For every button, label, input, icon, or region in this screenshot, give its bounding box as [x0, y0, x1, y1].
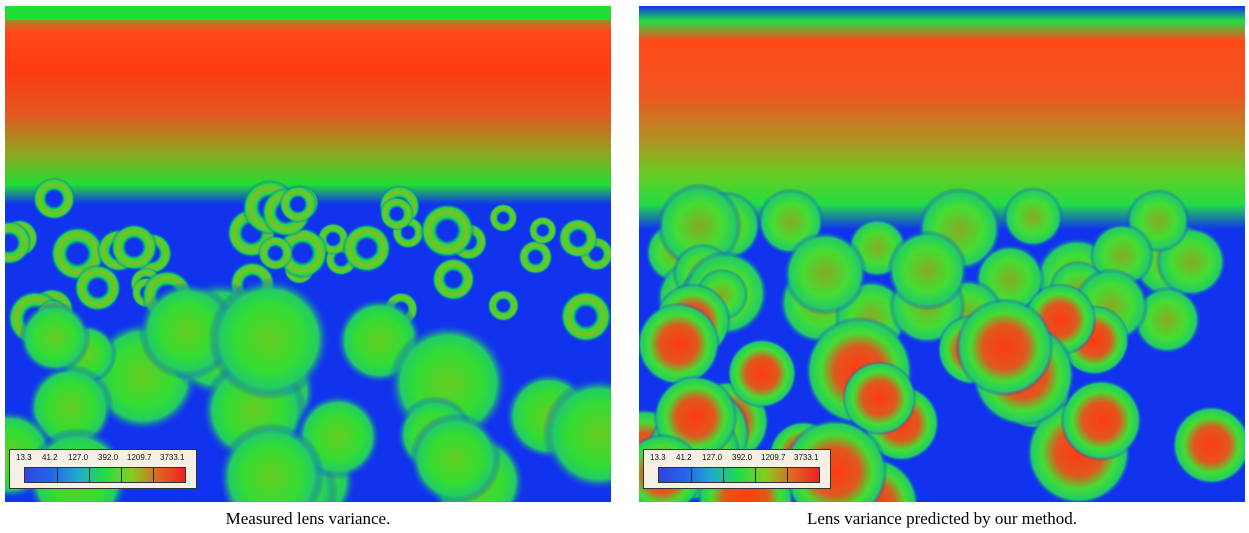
- heatmap-spot: [218, 422, 325, 502]
- heatmap-spot: [5, 220, 32, 265]
- legend-label: 3733.1: [794, 453, 819, 462]
- caption-predicted: Lens variance predicted by our method.: [806, 509, 1077, 528]
- heatmap-spot: [560, 290, 611, 343]
- heatmap-spot: [488, 203, 518, 233]
- legend-label: 392.0: [732, 453, 753, 462]
- heatmap-spot: [887, 229, 968, 311]
- heatmap-spot: [1133, 286, 1202, 354]
- legend-tick: [153, 468, 154, 482]
- legend-label: 41.2: [676, 453, 692, 462]
- heatmap-spot: [955, 298, 1054, 397]
- heatmap-spot: [558, 218, 599, 259]
- legend-label: 41.2: [42, 453, 58, 462]
- legend-tick: [691, 468, 692, 482]
- legend-label: 1209.7: [761, 453, 786, 462]
- color-legend: 13.3 41.2 127.0 392.0 1209.7 3733.1: [643, 449, 831, 489]
- measured-variance-heatmap: [5, 6, 611, 502]
- heatmap-spot: [783, 231, 867, 315]
- heatmap-spot: [727, 338, 797, 409]
- legend-label: 392.0: [98, 453, 119, 462]
- heatmap-spot: [257, 235, 294, 271]
- legend-tick: [787, 468, 788, 482]
- color-legend: 13.3 41.2 127.0 392.0 1209.7 3733.1: [9, 449, 197, 489]
- legend-tick: [57, 468, 58, 482]
- heatmap-spot: [1003, 186, 1064, 248]
- legend-tick: [723, 468, 724, 482]
- legend-label: 127.0: [68, 453, 89, 462]
- measured-variance-image: 13.3 41.2 127.0 392.0 1209.7 3733.1: [5, 6, 611, 502]
- heatmap-spot: [528, 216, 558, 245]
- legend-colorbar: [658, 467, 820, 483]
- heatmap-spot: [32, 177, 76, 221]
- heatmap-spot: [431, 257, 476, 301]
- legend-colorbar: [24, 467, 186, 483]
- heatmap-spot: [518, 239, 553, 275]
- legend-label: 13.3: [650, 453, 666, 462]
- legend-tick: [121, 468, 122, 482]
- heatmap-spot: [656, 183, 742, 269]
- heatmap-spot: [18, 301, 91, 374]
- heatmap-spot: [342, 223, 392, 273]
- heatmap-spot: [379, 196, 414, 231]
- legend-label: 127.0: [702, 453, 723, 462]
- legend-label: 1209.7: [127, 453, 152, 462]
- caption-measured: Measured lens variance.: [225, 509, 391, 528]
- heatmap-spot: [27, 364, 114, 451]
- predicted-variance-heatmap: [639, 6, 1245, 502]
- legend-tick: [89, 468, 90, 482]
- heatmap-spot: [73, 264, 122, 312]
- legend-label: 13.3: [16, 453, 32, 462]
- heatmap-spot: [487, 289, 520, 322]
- legend-label: 3733.1: [160, 453, 185, 462]
- legend-tick: [755, 468, 756, 482]
- heatmap-spot: [1171, 405, 1245, 485]
- heatmap-spot: [639, 302, 721, 386]
- heatmap-spot: [208, 277, 331, 400]
- heatmap-spot: [1060, 379, 1143, 462]
- heatmap-spot: [542, 377, 611, 491]
- heatmap-spot: [279, 185, 317, 224]
- heatmap-spot: [409, 412, 502, 502]
- predicted-variance-image: 13.3 41.2 127.0 392.0 1209.7 3733.1: [639, 6, 1245, 502]
- heatmap-spot: [276, 227, 329, 279]
- heatmap-spot: [842, 360, 917, 436]
- heatmap-spot: [419, 203, 475, 259]
- heatmap-spot: [110, 223, 158, 271]
